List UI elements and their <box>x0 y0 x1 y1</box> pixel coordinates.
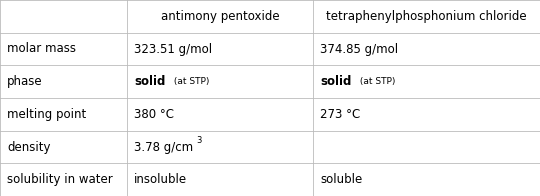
Text: (at STP): (at STP) <box>171 77 209 86</box>
Text: molar mass: molar mass <box>7 43 76 55</box>
Text: 374.85 g/mol: 374.85 g/mol <box>320 43 399 55</box>
Text: tetraphenylphosphonium chloride: tetraphenylphosphonium chloride <box>326 10 527 23</box>
Text: density: density <box>7 141 51 153</box>
Text: 380 °C: 380 °C <box>134 108 174 121</box>
Text: 3.78 g/cm: 3.78 g/cm <box>134 141 193 153</box>
Text: soluble: soluble <box>320 173 362 186</box>
Text: 273 °C: 273 °C <box>320 108 361 121</box>
Text: phase: phase <box>7 75 43 88</box>
Text: solubility in water: solubility in water <box>7 173 113 186</box>
Text: solid: solid <box>134 75 165 88</box>
Text: (at STP): (at STP) <box>357 77 395 86</box>
Text: 3: 3 <box>196 136 201 145</box>
Text: solid: solid <box>320 75 352 88</box>
Text: antimony pentoxide: antimony pentoxide <box>161 10 279 23</box>
Text: insoluble: insoluble <box>134 173 187 186</box>
Text: melting point: melting point <box>7 108 86 121</box>
Text: 323.51 g/mol: 323.51 g/mol <box>134 43 212 55</box>
